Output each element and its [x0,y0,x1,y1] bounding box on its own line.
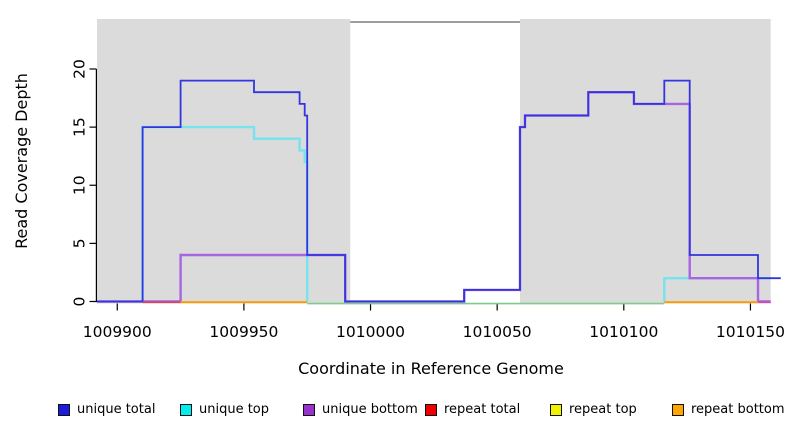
x-tick-label: 1010050 [463,323,532,341]
legend: unique total unique top unique bottom repea… [0,399,792,421]
legend-swatch-icon [180,403,192,416]
y-tick-label: 20 [71,59,89,79]
y-tick-label: 15 [71,117,89,137]
legend-label: repeat bottom [691,402,785,417]
legend-swatch-icon [672,403,684,416]
legend-swatch-icon [303,403,315,416]
y-tick-label: 0 [71,297,89,307]
series-unique-total [97,79,781,303]
left-coverage-block [97,19,351,304]
right-coverage-block [519,19,771,304]
shaded-regions [97,19,771,304]
x-tick-label: 1009950 [209,323,278,341]
legend-label: unique total [77,402,156,417]
x-axis-title: Coordinate in Reference Genome [298,359,564,378]
x-tick-label: 1010000 [336,323,405,341]
y-tick-label: 10 [71,175,89,195]
legend-item-repeat-bottom: repeat bottom [672,399,785,417]
axes: 0 5 10 15 20 1009900 1009950 1010000 1010050 1010… [71,59,785,341]
series-lines [97,79,781,303]
coverage-plot: 0 5 10 15 20 1009900 1009950 1010000 1010050 1010… [12,19,785,378]
legend-item-unique-bottom: unique bottom [303,399,418,417]
x-tick-label: 1009900 [83,323,152,341]
legend-item-repeat-total: repeat total [425,399,521,417]
legend-swatch-icon [58,403,70,416]
y-axis-title: Read Coverage Depth [12,73,31,249]
legend-item-unique-total: unique total [58,399,156,417]
legend-item-unique-top: unique top [180,399,270,417]
legend-label: repeat top [569,402,637,417]
legend-label: unique top [199,402,270,417]
x-tick-label: 1010100 [589,323,658,341]
legend-swatch-icon [425,403,437,416]
x-tick-label: 1010150 [716,323,785,341]
y-tick-label: 5 [71,238,89,248]
legend-swatch-icon [550,403,562,416]
baseline-segments [142,301,771,305]
legend-item-repeat-top: repeat top [550,399,637,417]
legend-label: unique bottom [322,402,418,417]
legend-label: repeat total [444,402,521,417]
